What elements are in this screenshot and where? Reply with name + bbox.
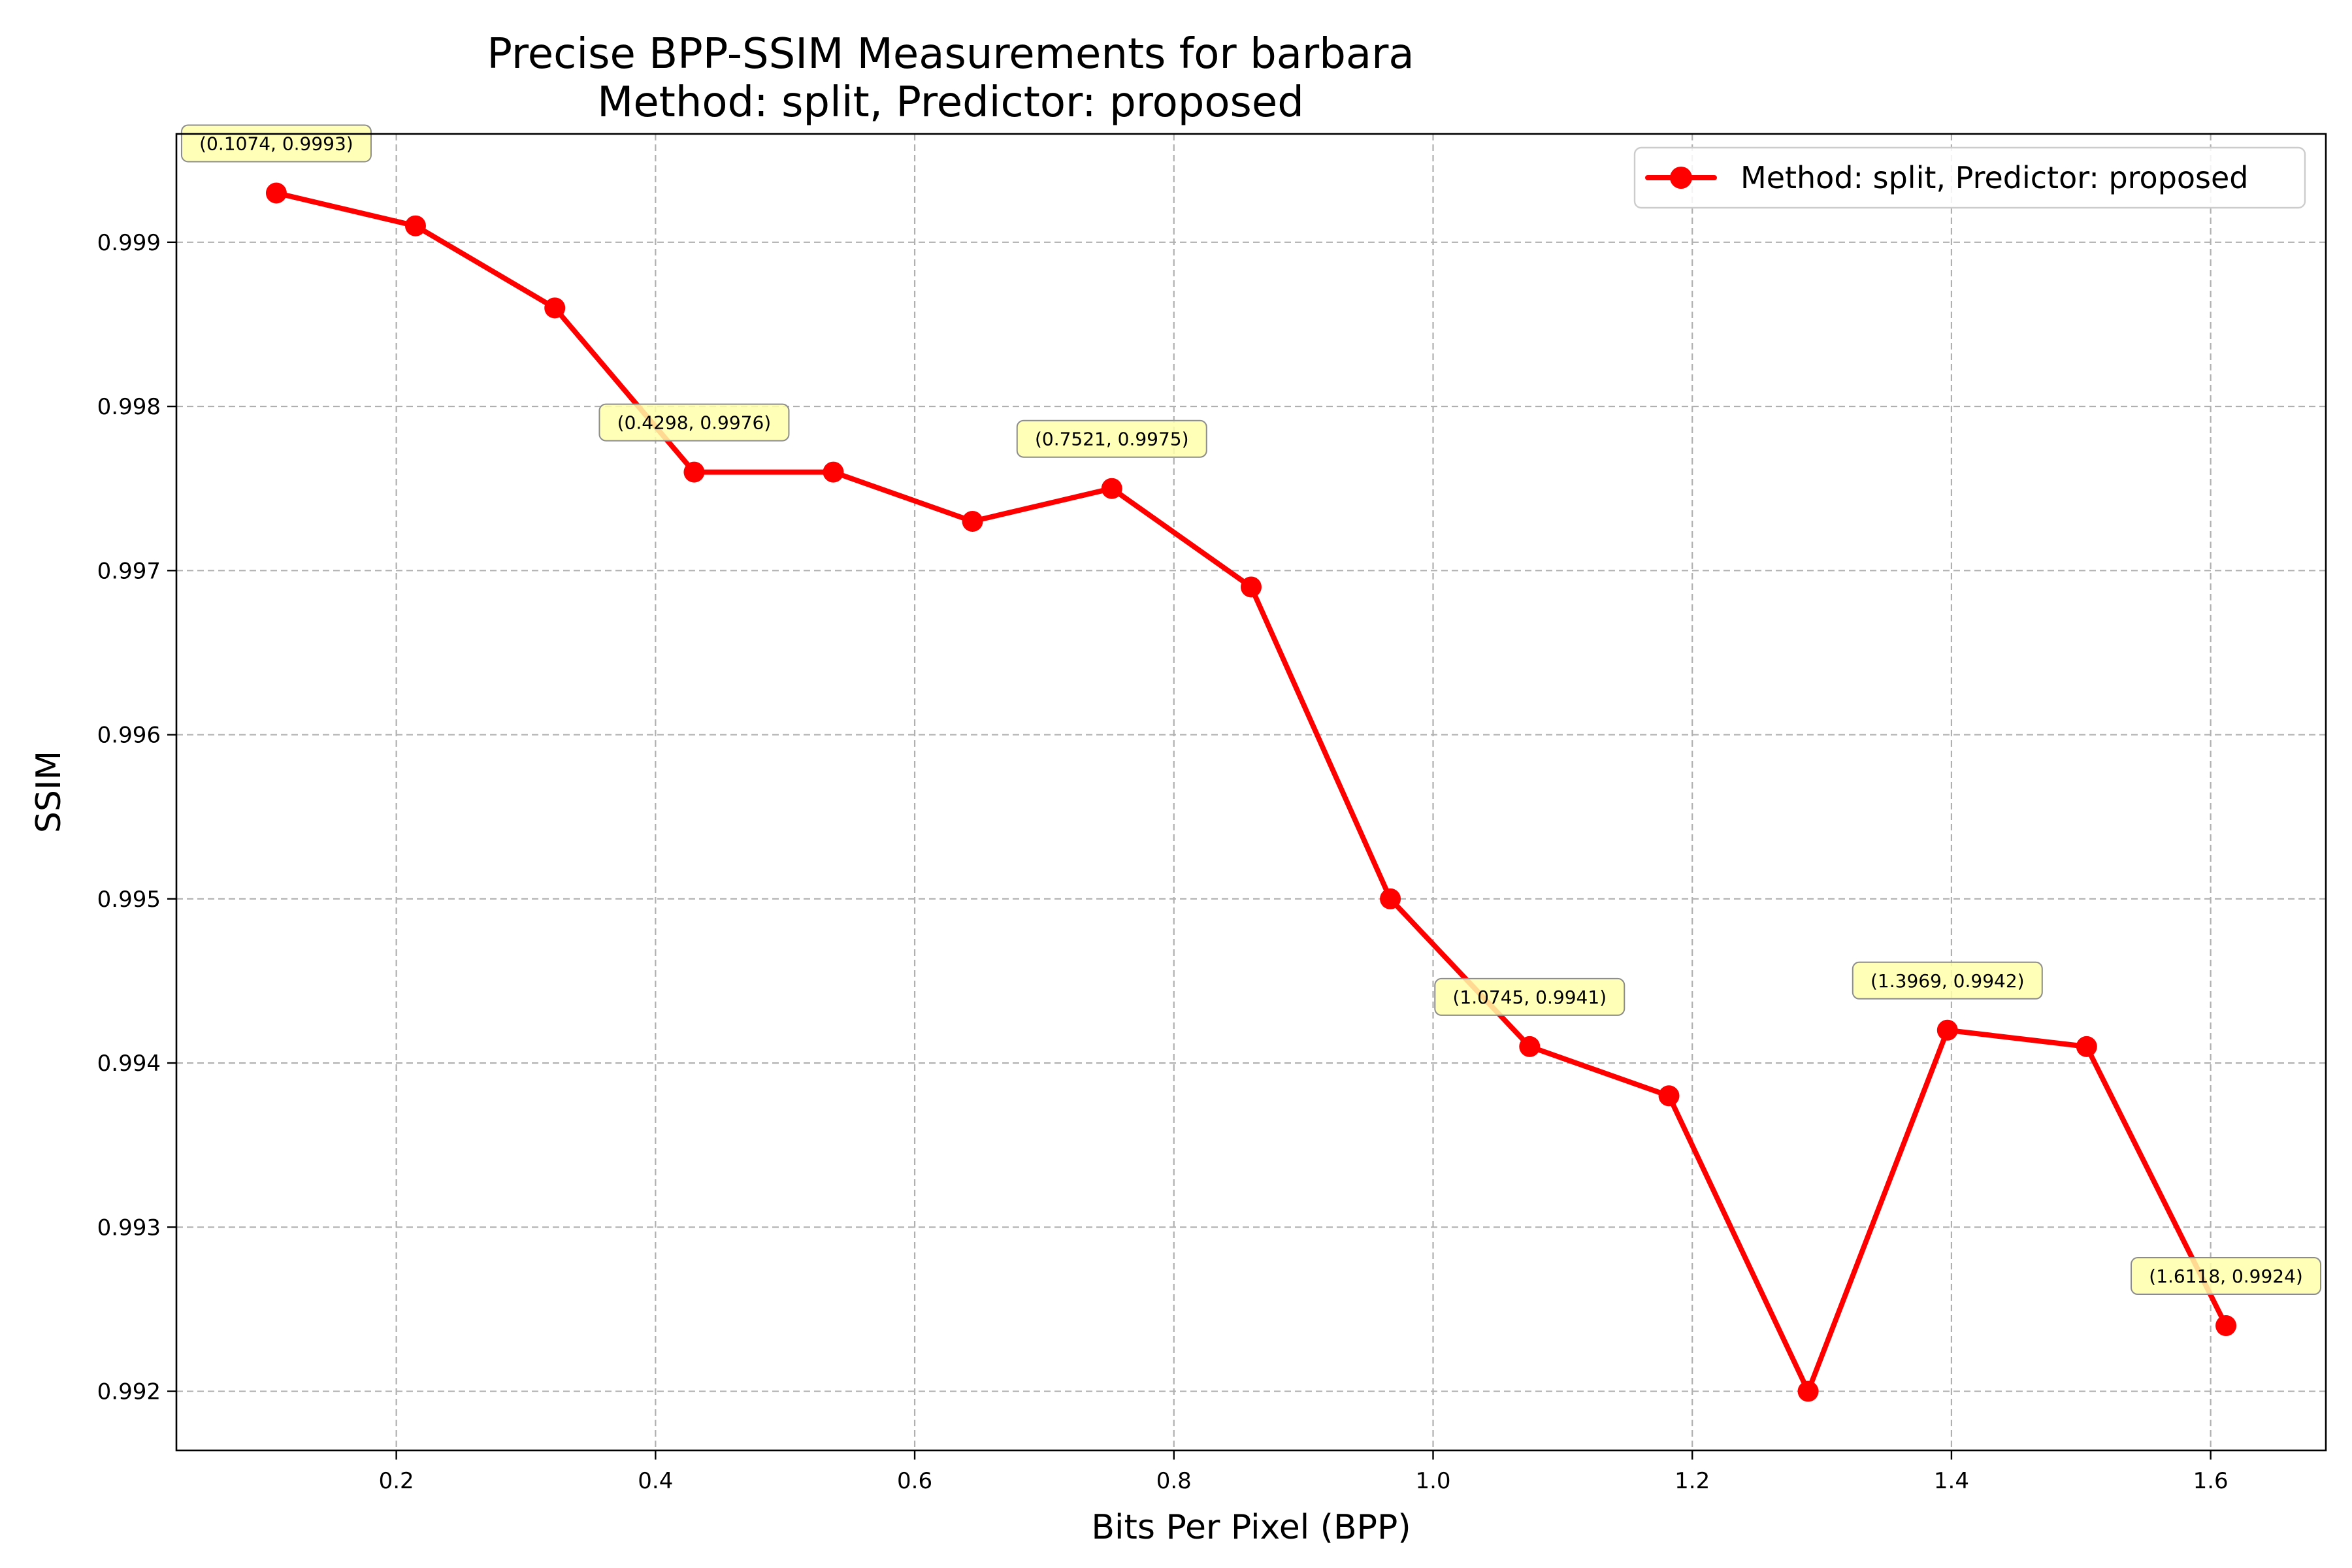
grid-lines bbox=[176, 134, 2326, 1450]
annotation-box bbox=[1016, 419, 1207, 458]
point-annotation: (0.1074, 0.9993) bbox=[180, 124, 372, 163]
data-point bbox=[265, 182, 287, 204]
y-axis-label: SSIM bbox=[29, 751, 69, 833]
y-tick-label: 0.997 bbox=[97, 558, 161, 584]
x-tick-label: 1.6 bbox=[2193, 1468, 2229, 1494]
chart-title: Precise BPP-SSIM Measurements for barbar… bbox=[487, 30, 1414, 78]
x-tick-label: 0.8 bbox=[1156, 1468, 1192, 1494]
data-point bbox=[1797, 1380, 1819, 1402]
annotation-box bbox=[2131, 1257, 2322, 1296]
legend-box bbox=[1633, 146, 2306, 209]
data-point bbox=[1241, 576, 1262, 598]
point-annotation: (1.0745, 0.9941) bbox=[1434, 977, 1625, 1016]
data-point bbox=[1380, 888, 1401, 909]
y-tick-label: 0.998 bbox=[97, 394, 161, 420]
annotation-label: (0.1074, 0.9993) bbox=[199, 133, 353, 154]
y-tick-label: 0.994 bbox=[97, 1051, 161, 1077]
legend-label: Method: split, Predictor: proposed bbox=[1740, 160, 2249, 195]
data-point bbox=[823, 461, 844, 483]
annotation-box bbox=[1434, 977, 1625, 1016]
x-tick-label: 0.4 bbox=[638, 1468, 673, 1494]
chart-subtitle: Method: split, Predictor: proposed bbox=[597, 78, 1304, 127]
data-point bbox=[2076, 1036, 2097, 1057]
point-annotation: (0.7521, 0.9975) bbox=[1016, 419, 1207, 458]
x-axis-label: Bits Per Pixel (BPP) bbox=[1091, 1508, 1411, 1547]
annotation-label: (1.6118, 0.9924) bbox=[2149, 1266, 2303, 1287]
point-annotation: (1.6118, 0.9924) bbox=[2131, 1257, 2322, 1296]
legend-marker-swatch bbox=[1670, 167, 1692, 189]
data-point bbox=[1658, 1085, 1680, 1107]
data-point bbox=[1936, 1019, 1958, 1041]
data-point bbox=[544, 297, 566, 319]
annotation-label: (0.7521, 0.9975) bbox=[1035, 429, 1189, 450]
data-point bbox=[1519, 1036, 1541, 1057]
series-layer bbox=[265, 182, 2237, 1402]
plot-area-frame bbox=[175, 133, 2327, 1452]
annotation-label: (1.0745, 0.9941) bbox=[1452, 987, 1607, 1008]
x-tick-label: 0.2 bbox=[379, 1468, 414, 1494]
y-axis-ticks: 0.992 0.993 0.994 0.995 0.996 0.997 0.998 0.999 bbox=[97, 230, 176, 1405]
y-tick-label: 0.999 bbox=[97, 230, 161, 256]
annotation-layer: (0.1074, 0.9993) (0.4298, 0.9976) (0.7521,… bbox=[180, 124, 2322, 1296]
x-tick-label: 1.2 bbox=[1674, 1468, 1710, 1494]
annotation-label: (0.4298, 0.9976) bbox=[617, 412, 772, 434]
data-point bbox=[683, 461, 705, 483]
x-tick-label: 1.0 bbox=[1415, 1468, 1450, 1494]
y-tick-label: 0.992 bbox=[97, 1379, 161, 1405]
x-axis-ticks: 0.2 0.4 0.6 0.8 1.0 1.2 1.4 1.6 bbox=[379, 1450, 2229, 1494]
y-tick-label: 0.993 bbox=[97, 1215, 161, 1241]
data-point bbox=[2215, 1315, 2237, 1337]
annotation-box bbox=[598, 403, 790, 442]
point-annotation: (1.3969, 0.9942) bbox=[1852, 961, 2043, 1000]
x-tick-label: 0.6 bbox=[897, 1468, 932, 1494]
data-point bbox=[404, 215, 426, 237]
annotation-label: (1.3969, 0.9942) bbox=[1870, 970, 2025, 992]
data-point bbox=[962, 510, 983, 532]
x-tick-label: 1.4 bbox=[1934, 1468, 1969, 1494]
legend: Method: split, Predictor: proposed bbox=[1633, 146, 2306, 209]
annotation-box bbox=[1852, 961, 2043, 1000]
point-annotation: (0.4298, 0.9976) bbox=[598, 403, 790, 442]
data-point bbox=[1101, 478, 1122, 499]
y-tick-label: 0.995 bbox=[97, 887, 161, 913]
y-tick-label: 0.996 bbox=[97, 723, 161, 749]
